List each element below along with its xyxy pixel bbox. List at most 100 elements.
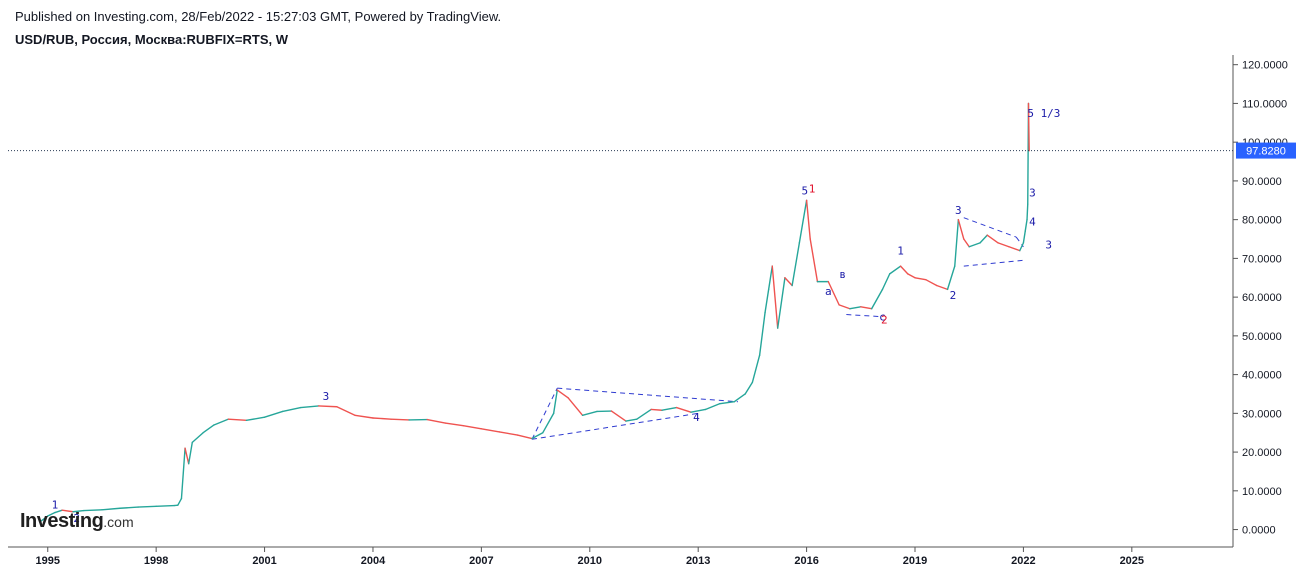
price-segment: [61, 509, 74, 513]
symbol-title: USD/RUB, Россия, Москва:RUBFIX=RTS, W: [15, 32, 289, 47]
price-segment: [827, 280, 840, 306]
price-segment: [372, 417, 392, 420]
published-caption: Published on Investing.com, 28/Feb/2022 …: [15, 9, 502, 24]
trend-line: [846, 314, 879, 317]
price-segment: [354, 414, 374, 419]
trend-line: [531, 412, 699, 440]
price-segment: [954, 218, 960, 267]
wave-label: с: [879, 310, 886, 323]
price-segment: [72, 509, 85, 513]
price-segment: [764, 288, 770, 314]
price-segment: [516, 434, 533, 440]
price-segment: [531, 432, 544, 440]
price-segment: [1027, 102, 1030, 152]
price-segment: [860, 306, 873, 310]
price-segment: [552, 389, 558, 415]
price-segment: [751, 354, 761, 384]
price-segment: [155, 504, 175, 508]
price-segment: [462, 425, 483, 430]
y-tick-label: 50.0000: [1242, 331, 1282, 343]
y-tick-label: 30.0000: [1242, 408, 1282, 420]
price-segment: [636, 408, 652, 420]
price-segment: [119, 506, 139, 509]
price-segment: [849, 306, 862, 310]
price-segment: [776, 277, 786, 329]
price-segment: [1022, 230, 1026, 244]
y-tick-label: 0.0000: [1242, 525, 1276, 537]
price-segment: [791, 242, 801, 287]
price-segment: [1026, 203, 1029, 221]
y-tick-label: 120.0000: [1242, 60, 1288, 72]
price-segment: [180, 447, 186, 500]
price-segment: [889, 265, 902, 275]
price-segment: [542, 412, 555, 434]
price-segment: [881, 273, 891, 291]
price-segment: [480, 428, 501, 433]
x-tick-label: 2019: [903, 555, 927, 567]
price-segment: [957, 218, 965, 240]
price-segment: [986, 234, 999, 244]
x-tick-label: 1998: [144, 555, 168, 567]
price-segment: [47, 511, 56, 517]
x-tick-label: 2013: [686, 555, 710, 567]
wave-label: 5: [1027, 107, 1034, 120]
price-segment: [914, 277, 927, 281]
wave-label: 1: [897, 245, 904, 258]
price-segment: [675, 406, 692, 413]
price-segment: [899, 265, 909, 275]
price-segment: [1008, 246, 1021, 252]
x-tick-label: 2022: [1011, 555, 1035, 567]
x-tick-label: 2001: [252, 555, 276, 567]
logo-suffix: .com: [103, 514, 134, 530]
y-tick-label: 40.0000: [1242, 370, 1282, 382]
axes: 0.0000 10.0000 20.0000 30.0000 40.0000 50.000…: [8, 55, 1296, 567]
price-segment: [177, 497, 183, 506]
wave-label: 3: [323, 390, 330, 403]
price-series: [39, 102, 1030, 523]
x-tick-label: 1995: [36, 555, 60, 567]
wave-label: 5: [801, 184, 808, 197]
price-segment: [625, 418, 638, 422]
trend-line: [531, 387, 558, 440]
price-segment: [444, 422, 465, 427]
price-segment: [771, 265, 779, 329]
price-segment: [784, 277, 793, 287]
price-segment: [979, 234, 988, 244]
price-segment: [838, 304, 851, 310]
logo-main: Investing: [20, 510, 104, 532]
wave-label: в: [839, 268, 846, 281]
price-segment: [719, 401, 736, 405]
price-segment: [809, 238, 819, 283]
price-segment: [202, 424, 215, 434]
y-tick-label: 20.0000: [1242, 447, 1282, 459]
price-segment: [968, 242, 981, 248]
price-segment: [39, 515, 49, 523]
wave-label: 3: [1029, 186, 1036, 199]
y-tick-label: 80.0000: [1242, 215, 1282, 227]
last-price-tag: [1236, 142, 1296, 159]
x-tick-label: 2004: [361, 555, 386, 567]
x-tick-label: 2016: [794, 555, 818, 567]
price-segment: [946, 265, 956, 291]
price-segment: [733, 393, 746, 403]
x-tick-label: 2010: [578, 555, 602, 567]
price-segment: [498, 431, 519, 436]
x-tick-label: 2025: [1120, 555, 1144, 567]
price-segment: [581, 410, 598, 416]
price-segment: [1024, 218, 1028, 232]
price-segment: [963, 238, 970, 248]
wave-label: 1: [809, 183, 816, 196]
price-segment: [1019, 242, 1025, 252]
price-segment: [245, 416, 266, 422]
trend-line: [963, 259, 1024, 267]
price-segment: [610, 410, 627, 422]
wave-label: 1/3: [1041, 107, 1061, 120]
price-segment: [336, 406, 356, 416]
price-segment: [213, 418, 230, 426]
price-segment: [263, 410, 284, 418]
price-segment: [556, 389, 569, 399]
price-segment: [925, 278, 938, 287]
wave-label: 2: [881, 313, 888, 326]
